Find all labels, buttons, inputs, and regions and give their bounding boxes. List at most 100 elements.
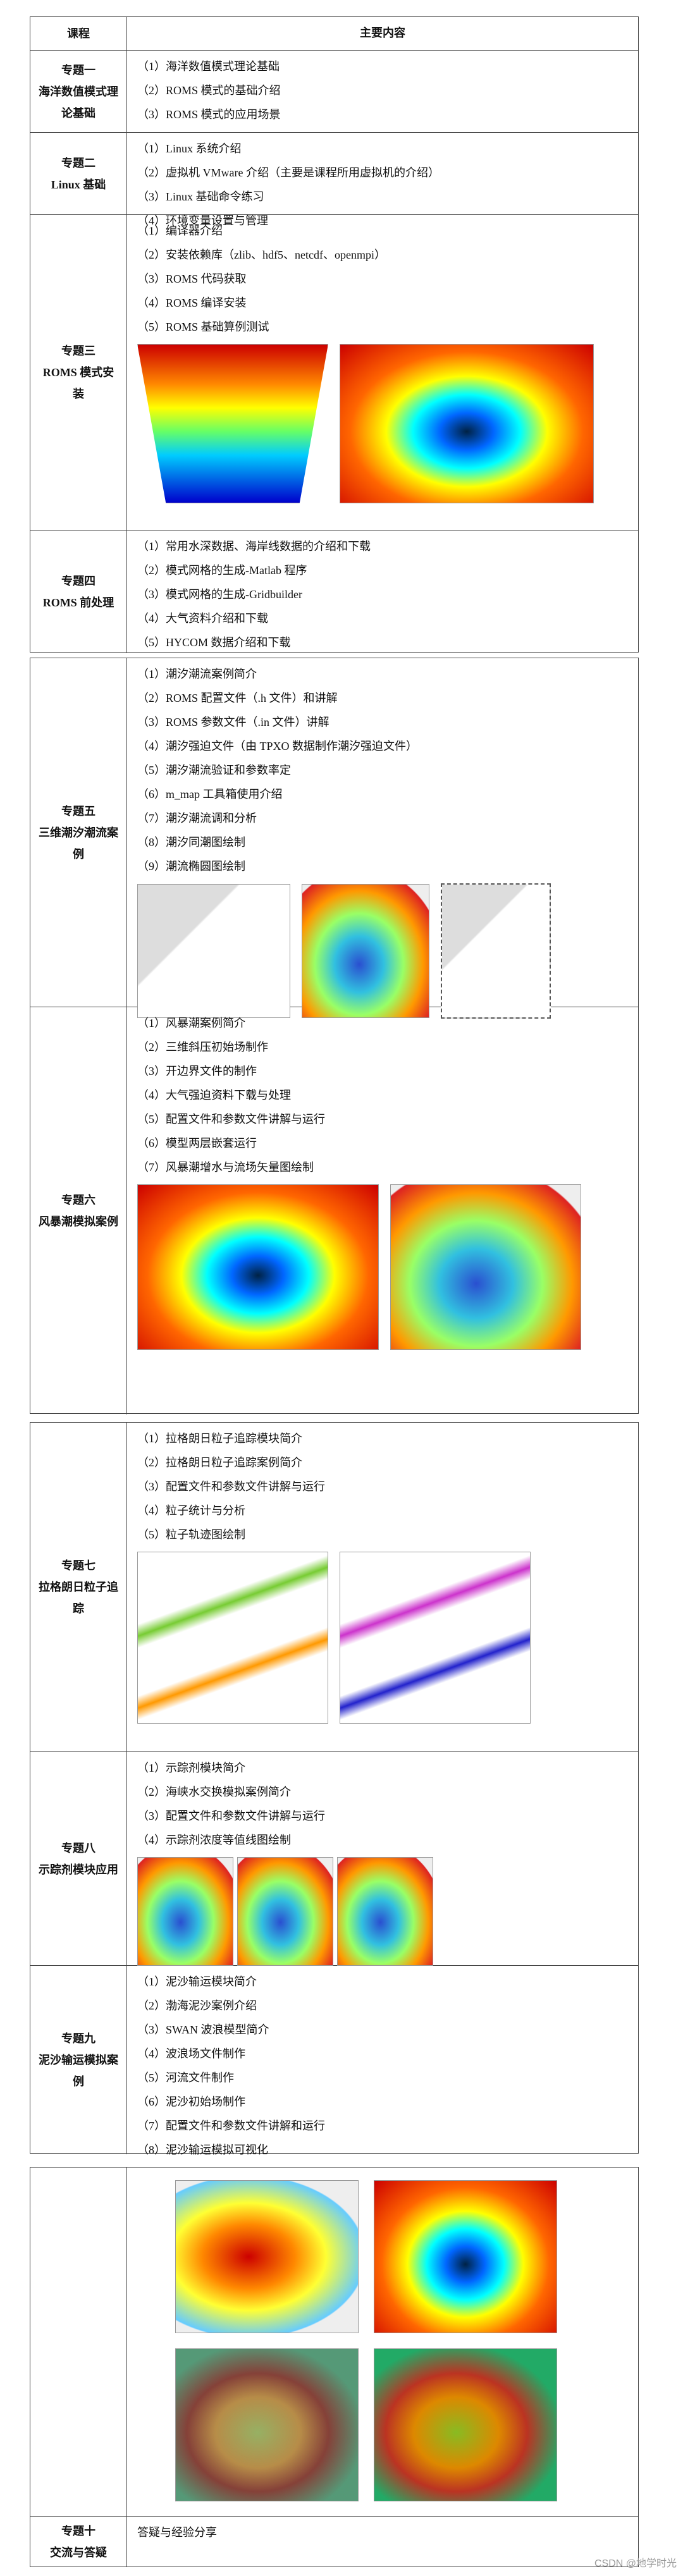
table-section: 专题十 交流与答疑 答疑与经验分享 (30, 2167, 639, 2567)
content-item: （4）ROMS 编译安装 (137, 297, 247, 309)
content-item: （3）开边界文件的制作 (137, 1065, 257, 1077)
content-item: （5）粒子轨迹图绘制 (137, 1528, 245, 1541)
topic-number: 专题七 (61, 1559, 95, 1572)
content-cell: （1）拉格朗日粒子追踪模块简介 （2）拉格朗日粒子追踪案例简介 （3）配置文件和参数… (127, 1423, 638, 1751)
table-row: 专题六 风暴潮模拟案例 （1）风暴潮案例简介 （2）三维斜压初始场制作 （3）开边界文件… (30, 1007, 638, 1414)
table-row (30, 2168, 638, 2516)
table-row: 专题一 海洋数值模式理论基础 （1）海洋数值模式理论基础 （2）ROMS 模式的基础介… (30, 50, 638, 132)
table-row: 专题五 三维潮汐潮流案例 （1）潮汐潮流案例简介 （2）ROMS 配置文件（.h 文件… (30, 658, 638, 1019)
content-item: （7）配置文件和参数文件讲解和运行 (137, 2119, 325, 2132)
content-item: 答疑与经验分享 (137, 2526, 217, 2539)
topic-number: 专题九 (61, 2032, 95, 2045)
content-item: （1）Linux 系统介绍 (137, 142, 242, 155)
content-item: （8）潮汐同潮图绘制 (137, 836, 245, 849)
content-item: （3）SWAN 波浪模型简介 (137, 2023, 269, 2036)
content-item: （4）波浪场文件制作 (137, 2047, 245, 2060)
figure (137, 1857, 233, 1966)
table-row: 专题十 交流与答疑 答疑与经验分享 (30, 2516, 638, 2567)
topic-number: 专题一 (61, 63, 95, 77)
figures (137, 883, 628, 1019)
content-item: （5）配置文件和参数文件讲解与运行 (137, 1113, 325, 1125)
content-item: （1）海洋数值模式理论基础 (137, 60, 280, 73)
topic-name: 示踪剂模块应用 (39, 1863, 118, 1876)
figure (390, 1184, 581, 1350)
topic-cell: 专题十 交流与答疑 (30, 2517, 127, 2567)
content-item: （2）虚拟机 VMware 介绍（主要是课程所用虚拟机的介绍） (137, 166, 440, 179)
figure (302, 884, 429, 1018)
content-item: （2）ROMS 配置文件（.h 文件）和讲解 (137, 692, 338, 704)
content-item: （4）示踪剂浓度等值线图绘制 (137, 1834, 291, 1846)
topic-number: 专题十 (61, 2524, 95, 2537)
figure (374, 2180, 557, 2333)
topic-cell: 专题六 风暴潮模拟案例 (30, 1007, 127, 1414)
figure (374, 2348, 557, 2501)
content-item: （1）编译器介绍 (137, 224, 223, 237)
figure (237, 1857, 333, 1966)
watermark: CSDN @地学时光 (594, 2558, 677, 2569)
content-item: （1）常用水深数据、海岸线数据的介绍和下载 (137, 540, 371, 553)
content-item: （3）Linux 基础命令练习 (137, 190, 264, 203)
content-item: （1）潮汐潮流案例简介 (137, 668, 257, 680)
table-section: 专题五 三维潮汐潮流案例 （1）潮汐潮流案例简介 （2）ROMS 配置文件（.h 文件… (30, 658, 639, 1414)
figures (137, 1552, 628, 1724)
figure (441, 883, 551, 1019)
figure (137, 344, 328, 503)
content-cell: （1）示踪剂模块简介 （2）海峡水交换模拟案例简介 （3）配置文件和参数文件讲解与运… (127, 1752, 638, 1966)
content-cell: （1）潮汐潮流案例简介 （2）ROMS 配置文件（.h 文件）和讲解 （3）ROMS… (127, 658, 638, 1019)
content-item: （1）拉格朗日粒子追踪模块简介 (137, 1432, 302, 1445)
content-item: （2）ROMS 模式的基础介绍 (137, 84, 281, 97)
content-item: （8）泥沙输运模拟可视化 (137, 2144, 268, 2156)
content-item: （2）海峡水交换模拟案例简介 (137, 1786, 291, 1798)
topic-number: 专题二 (61, 156, 95, 169)
content-item: （7）潮汐潮流调和分析 (137, 812, 257, 825)
content-item: （9）潮流椭圆图绘制 (137, 860, 245, 873)
figure (137, 884, 290, 1018)
content-item: （1）示踪剂模块简介 (137, 1762, 245, 1774)
table-section: 专题七拉格朗日粒子追踪 （1）拉格朗日粒子追踪模块简介 （2）拉格朗日粒子追踪案例简… (30, 1422, 639, 2156)
content-item: （3）ROMS 代码获取 (137, 273, 247, 285)
topic-cell: 专题二 Linux 基础 (30, 133, 127, 214)
topic-cell: 专题一 海洋数值模式理论基础 (30, 51, 127, 132)
content-item: （2）渤海泥沙案例介绍 (137, 1999, 257, 2012)
header-cell: 主要内容 (360, 27, 405, 39)
figure (340, 344, 594, 503)
content-item: （1）泥沙输运模块简介 (137, 1975, 257, 1988)
table-row: 专题二 Linux 基础 （1）Linux 系统介绍 （2）虚拟机 VMware 介绍… (30, 132, 638, 227)
topic-cell: 专题五 三维潮汐潮流案例 (30, 658, 127, 1007)
topic-number: 专题三 (61, 345, 95, 357)
topic-name: Linux 基础 (51, 178, 106, 191)
table-row: 专题八示踪剂模块应用 （1）示踪剂模块简介 （2）海峡水交换模拟案例简介 （3）配置文… (30, 1751, 638, 1966)
content-item: （4）潮汐强迫文件（由 TPXO 数据制作潮汐强迫文件） (137, 740, 418, 752)
figure (340, 1552, 531, 1724)
topic-name: 交流与答疑 (50, 2546, 107, 2559)
content-item: （7）风暴潮增水与流场矢量图绘制 (137, 1161, 314, 1174)
topic-number: 专题八 (61, 1841, 95, 1855)
content-item: （5）HYCOM 数据介绍和下载 (137, 636, 291, 649)
figures (137, 1184, 628, 1350)
figure (337, 1857, 433, 1966)
table-row: 专题九泥沙输运模拟案例 （1）泥沙输运模块简介 （2）渤海泥沙案例介绍 （3）SWAN… (30, 1965, 638, 2156)
content-item: （2）模式网格的生成-Matlab 程序 (137, 564, 307, 577)
topic-cell: 专题八示踪剂模块应用 (30, 1752, 127, 1965)
content-item: （3）模式网格的生成-Gridbuilder (137, 588, 302, 601)
content-item: （3）ROMS 模式的应用场景 (137, 108, 281, 121)
content-cell: （1）编译器介绍 （2）安装依赖库（zlib、hdf5、netcdf、openmp… (127, 215, 638, 530)
content-item: （2）三维斜压初始场制作 (137, 1041, 268, 1053)
topic-number: 专题五 (61, 804, 95, 818)
header-cell: 课程 (30, 17, 127, 50)
topic-name: 泥沙输运模拟案例 (39, 2054, 118, 2088)
topic-cell: 专题九泥沙输运模拟案例 (30, 1966, 127, 2154)
topic-name: 拉格朗日粒子追踪 (39, 1581, 118, 1615)
topic-cell: 专题三 ROMS 模式安装 (30, 215, 127, 530)
content-item: （3）配置文件和参数文件讲解与运行 (137, 1810, 325, 1822)
table-section: 课程 主要内容 专题一 海洋数值模式理论基础 （1）海洋数值模式理论基础 （2）ROM… (30, 16, 639, 653)
content-item: （4）粒子统计与分析 (137, 1504, 245, 1517)
content-item: （3）配置文件和参数文件讲解与运行 (137, 1480, 325, 1493)
content-item: （5）潮汐潮流验证和参数率定 (137, 764, 291, 776)
topic-number: 专题六 (61, 1194, 95, 1206)
content-item: （2）拉格朗日粒子追踪案例简介 (137, 1456, 302, 1469)
content-item: （6）模型两层嵌套运行 (137, 1137, 257, 1150)
content-cell: （1）风暴潮案例简介 （2）三维斜压初始场制作 （3）开边界文件的制作 （4）大气强迫… (127, 1007, 638, 1414)
content-item: （1）风暴潮案例简介 (137, 1017, 245, 1029)
